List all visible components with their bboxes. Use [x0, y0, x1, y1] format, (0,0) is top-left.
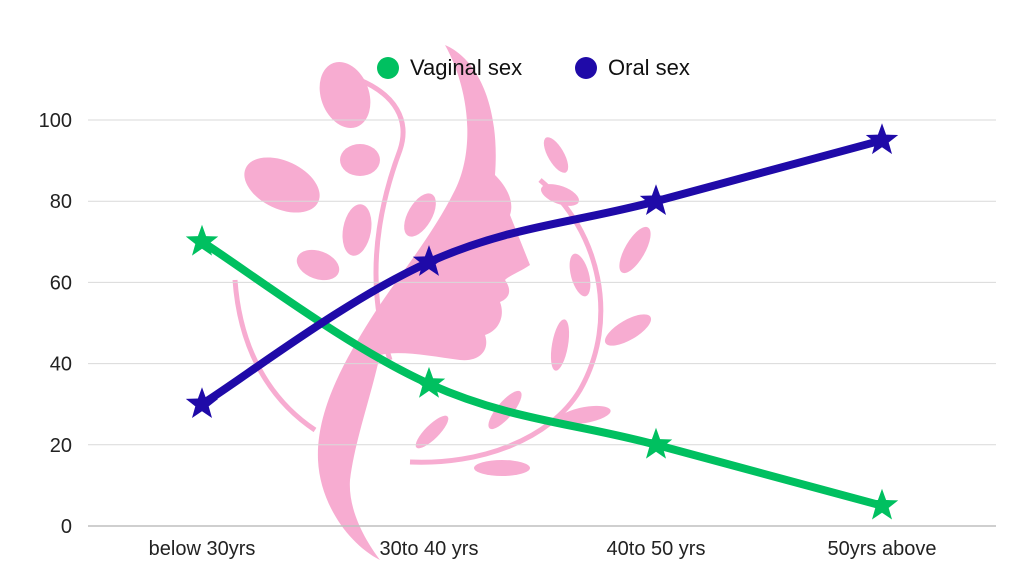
- leaf-shape: [244, 157, 320, 213]
- leaf-shape: [543, 137, 569, 173]
- x-tick-label: 30to 40 yrs: [380, 538, 479, 560]
- series-line-oral-sex: [198, 136, 886, 409]
- legend-swatch: [575, 57, 597, 79]
- leaf-shape: [540, 184, 580, 206]
- series-markers: [185, 123, 899, 520]
- y-tick-label: 20: [50, 435, 72, 457]
- leaf-shape: [340, 144, 380, 176]
- x-tick-label: below 30yrs: [149, 538, 256, 560]
- data-point-vaginal-sex: [639, 427, 673, 459]
- leaf-shape: [404, 193, 436, 237]
- series-line-vaginal-sex: [198, 237, 886, 510]
- x-tick-label: 50yrs above: [828, 538, 937, 560]
- legend-label: Oral sex: [608, 55, 690, 80]
- y-axis-ticks: 0 20 40 60 80 100: [39, 110, 72, 538]
- gridlines: [88, 119, 996, 527]
- leaf-shape: [569, 253, 591, 297]
- leaf-shape: [559, 405, 611, 425]
- leaf-shape: [619, 226, 651, 274]
- y-tick-label: 80: [50, 191, 72, 213]
- leaf-shape: [604, 314, 652, 346]
- leaf-shape: [415, 415, 449, 449]
- leaf-stem-arc-right: [409, 178, 604, 465]
- data-point-oral-sex: [412, 245, 446, 276]
- leaf-shape: [474, 460, 530, 476]
- legend-swatch: [377, 57, 399, 79]
- y-tick-label: 0: [61, 516, 72, 538]
- leaf-shape: [296, 249, 340, 281]
- data-point-vaginal-sex: [412, 366, 446, 398]
- leaf-shape: [342, 204, 372, 256]
- data-point-vaginal-sex: [185, 224, 219, 256]
- y-tick-label: 60: [50, 272, 72, 294]
- data-point-oral-sex: [639, 184, 673, 215]
- series-lines: [198, 136, 886, 510]
- legend-label: Vaginal sex: [410, 55, 522, 80]
- data-point-oral-sex: [865, 123, 899, 155]
- leaf-shape: [319, 62, 371, 128]
- y-tick-label: 100: [39, 110, 72, 132]
- woman-profile-shape: [317, 45, 530, 560]
- x-tick-label: 40to 50 yrs: [607, 538, 706, 560]
- x-axis-ticks: below 30yrs 30to 40 yrs 40to 50 yrs 50yrs a…: [149, 538, 937, 560]
- leaf-stem-left-outer: [232, 279, 317, 433]
- leaf-shape: [550, 319, 570, 371]
- data-point-vaginal-sex: [865, 488, 899, 520]
- woman-silhouette-illustration: [232, 45, 652, 560]
- data-point-oral-sex: [185, 387, 219, 418]
- y-tick-label: 40: [50, 354, 72, 376]
- legend: Vaginal sex Oral sex: [377, 55, 690, 80]
- leaf-stem-left: [359, 77, 406, 361]
